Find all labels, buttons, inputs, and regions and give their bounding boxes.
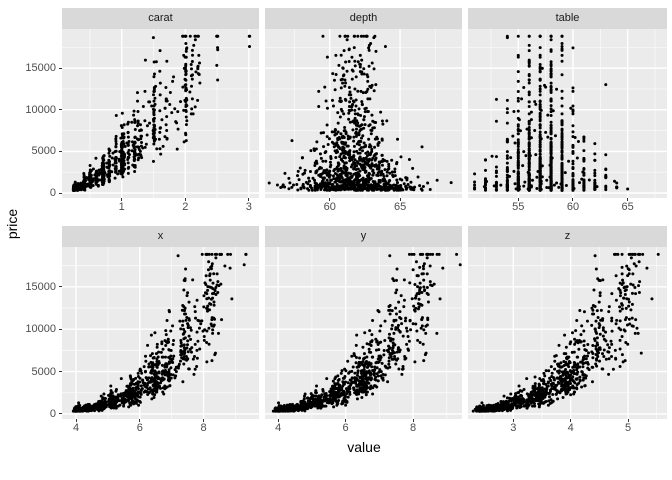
x-tick-mark (412, 419, 414, 422)
y-axis-title: price (4, 208, 20, 240)
x-tick-mark (399, 198, 401, 201)
scatter-canvas (468, 29, 667, 198)
facet-strip-label: z (564, 230, 571, 242)
y-tick-label: 15000 (25, 62, 56, 75)
facet-panel (265, 247, 462, 419)
x-tick-mark (517, 198, 519, 201)
x-tick-mark (248, 198, 250, 201)
x-tick-mark (345, 419, 347, 422)
x-tick-label: 3 (510, 422, 517, 434)
x-tick-mark (512, 419, 514, 422)
x-tick-mark (570, 419, 572, 422)
x-tick-label: 3 (245, 201, 252, 213)
scatter-canvas (468, 247, 667, 419)
facet-panel (468, 29, 667, 198)
x-tick-label: 8 (410, 422, 417, 434)
x-tick-mark (75, 419, 77, 422)
y-tick-label: 15000 (25, 280, 56, 293)
scatter-canvas (265, 247, 462, 419)
scatter-canvas (62, 29, 259, 198)
y-tick-label: 5000 (31, 145, 56, 158)
x-tick-label: 8 (200, 422, 207, 434)
y-tick-mark (59, 328, 62, 330)
facet-strip: x (62, 226, 259, 247)
x-tick-label: 2 (182, 201, 189, 213)
y-tick-label: 5000 (31, 365, 56, 378)
x-tick-mark (184, 198, 186, 201)
facet-strip: table (468, 8, 667, 29)
y-tick-label: 10000 (25, 323, 56, 336)
x-tick-mark (329, 198, 331, 201)
facet-strip-label: depth (349, 12, 378, 24)
y-tick-label: 0 (49, 187, 56, 199)
x-tick-label: 55 (512, 201, 525, 213)
x-tick-label: 65 (621, 201, 634, 213)
y-tick-label: 0 (49, 407, 56, 420)
x-tick-label: 4 (567, 422, 574, 434)
x-tick-label: 4 (275, 422, 282, 434)
facet-panel (62, 247, 259, 419)
x-tick-mark (627, 198, 629, 201)
facet-strip: y (265, 226, 462, 247)
facet-strip-label: y (360, 230, 367, 242)
x-tick-mark (121, 198, 123, 201)
x-tick-mark (139, 419, 141, 422)
scatter-canvas (265, 29, 462, 198)
x-tick-mark (203, 419, 205, 422)
x-tick-mark (277, 419, 279, 422)
facet-panel (265, 29, 462, 198)
y-tick-mark (59, 413, 62, 415)
x-tick-mark (627, 419, 629, 422)
x-tick-label: 4 (72, 422, 80, 434)
y-tick-mark (59, 286, 62, 288)
x-axis-title: value (347, 439, 381, 455)
facet-strip-label: carat (148, 12, 173, 24)
facet-strip-label: x (157, 230, 164, 242)
x-tick-mark (572, 198, 574, 201)
x-tick-label: 1 (118, 201, 125, 213)
y-tick-mark (59, 192, 62, 194)
x-tick-label: 60 (323, 201, 336, 213)
x-tick-label: 6 (136, 422, 143, 434)
facet-panel (62, 29, 259, 198)
x-tick-label: 6 (342, 422, 349, 434)
x-tick-label: 5 (624, 422, 632, 434)
y-tick-mark (59, 109, 62, 111)
facet-panel (468, 247, 667, 419)
y-tick-mark (59, 150, 62, 152)
x-tick-label: 60 (566, 201, 580, 213)
scatter-canvas (62, 247, 259, 419)
y-tick-mark (59, 371, 62, 373)
x-tick-label: 65 (393, 201, 407, 213)
y-tick-label: 10000 (25, 103, 56, 116)
facet-strip: z (468, 226, 667, 247)
facet-strip: carat (62, 8, 259, 29)
y-tick-mark (59, 67, 62, 69)
facet-strip-label: table (555, 12, 580, 24)
facet-strip: depth (265, 8, 462, 29)
